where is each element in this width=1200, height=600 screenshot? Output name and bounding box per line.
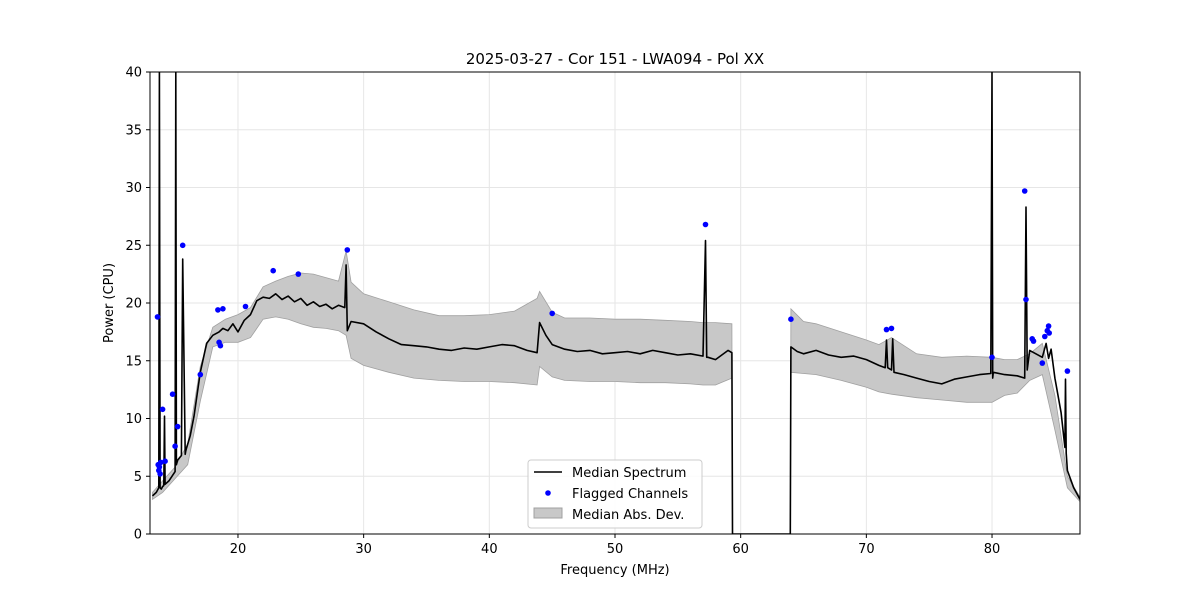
flagged-point: [174, 423, 181, 430]
median-line-layer: [151, 72, 1080, 534]
legend-label-median: Median Spectrum: [572, 466, 686, 481]
y-tick-label: 40: [125, 66, 142, 81]
flagged-point: [179, 242, 186, 249]
flagged-point: [220, 306, 226, 312]
legend: Median Spectrum Flagged Channels Median …: [527, 459, 703, 529]
flagged-point: [344, 247, 351, 253]
x-tick-label: 50: [607, 542, 624, 557]
median-spectrum-line: [151, 72, 1080, 534]
flagged-point: [159, 406, 166, 413]
y-tick-label: 10: [125, 412, 142, 427]
flagged-point: [1021, 188, 1028, 194]
flagged-point: [162, 458, 168, 465]
flagged-point: [1039, 360, 1046, 366]
legend-label-flagged: Flagged Channels: [572, 487, 688, 502]
y-tick-label: 20: [125, 297, 142, 312]
x-tick-label: 80: [984, 542, 1001, 557]
flagged-point: [242, 303, 249, 310]
mad-band: [152, 250, 1080, 534]
y-tick-label: 35: [125, 123, 142, 138]
flagged-point: [154, 314, 161, 320]
flagged-point: [172, 443, 178, 450]
flagged-point: [1023, 296, 1029, 303]
x-tick-label: 40: [481, 542, 498, 557]
flagged-point: [217, 342, 224, 349]
legend-fill-swatch: [533, 507, 563, 519]
y-tick-label: 5: [134, 470, 142, 485]
flagged-point: [169, 391, 176, 398]
flagged-point: [1042, 333, 1048, 340]
flagged-point: [788, 316, 794, 323]
flagged-point: [1045, 323, 1052, 329]
flagged-point: [197, 371, 204, 378]
chart-title: 2025-03-27 - Cor 151 - LWA094 - Pol XX: [466, 50, 764, 68]
x-tick-label: 70: [858, 542, 875, 557]
flagged-point: [295, 271, 302, 277]
flagged-point: [156, 464, 163, 470]
flagged-points-layer: [154, 188, 1071, 477]
flagged-point: [157, 459, 164, 466]
flagged-point: [883, 326, 890, 333]
y-tick-label: 0: [134, 528, 142, 543]
y-axis-ticks: 0 5 10 15 20 25 30 35 40: [125, 66, 150, 543]
x-tick-label: 20: [230, 542, 247, 557]
flagged-point: [270, 267, 277, 274]
flagged-point: [157, 471, 163, 477]
flagged-point: [702, 221, 709, 228]
x-axis-label: Frequency (MHz): [560, 563, 669, 578]
legend-label-mad: Median Abs. Dev.: [572, 508, 684, 523]
x-axis-ticks: 20 30 40 50 60 70 80: [230, 534, 1001, 557]
y-tick-label: 25: [125, 239, 142, 254]
y-tick-label: 15: [125, 354, 142, 369]
flagged-point: [1046, 330, 1052, 336]
y-tick-label: 30: [125, 181, 142, 196]
x-tick-label: 60: [732, 542, 749, 557]
flagged-point: [1030, 338, 1037, 344]
legend-box: [527, 459, 703, 529]
y-axis-label: Power (CPU): [102, 263, 117, 343]
plot-area: [151, 72, 1080, 534]
flagged-point: [888, 325, 895, 332]
flagged-point: [1064, 368, 1071, 374]
mad-band-layer: [152, 250, 1080, 534]
legend-dot-swatch: [545, 490, 551, 496]
flagged-point: [215, 307, 221, 313]
x-tick-label: 30: [355, 542, 372, 557]
flagged-point: [549, 310, 555, 317]
flagged-point: [989, 354, 995, 361]
